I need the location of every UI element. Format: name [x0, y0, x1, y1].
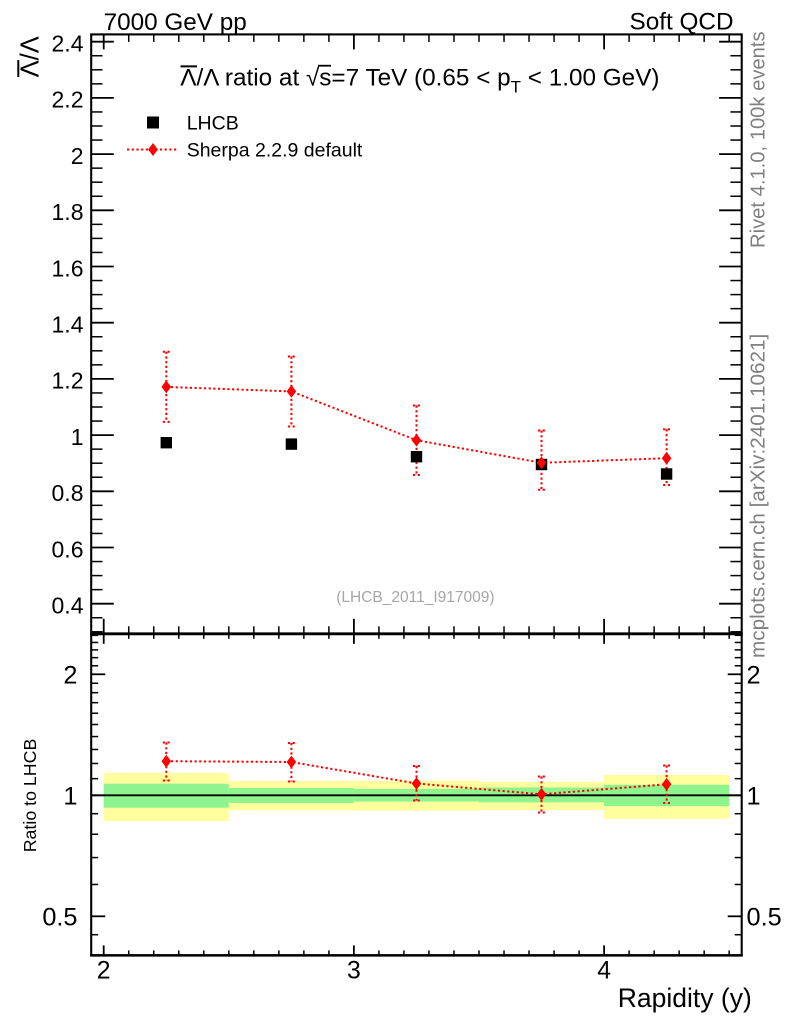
svg-text:0.4: 0.4	[52, 593, 84, 619]
svg-text:0.5: 0.5	[42, 904, 77, 932]
svg-text:2: 2	[71, 143, 84, 169]
svg-text:1.2: 1.2	[52, 368, 84, 394]
svg-text:0.5: 0.5	[747, 904, 782, 932]
svg-text:Soft QCD: Soft QCD	[630, 9, 734, 36]
svg-text:Sherpa 2.2.9 default: Sherpa 2.2.9 default	[187, 139, 363, 161]
svg-text:mcplots.cern.ch [arXiv:2401.10: mcplots.cern.ch [arXiv:2401.10621]	[746, 334, 769, 658]
svg-text:3: 3	[347, 957, 361, 984]
svg-text:2.2: 2.2	[52, 87, 84, 113]
svg-text:1: 1	[71, 424, 84, 450]
svg-text:0.6: 0.6	[52, 536, 84, 562]
svg-text:LHCB: LHCB	[187, 113, 239, 135]
svg-text:1.8: 1.8	[52, 199, 84, 225]
svg-text:0.8: 0.8	[52, 480, 84, 506]
svg-text:2.4: 2.4	[52, 31, 84, 57]
svg-text:1.6: 1.6	[52, 255, 84, 281]
svg-text:Λ/Λ: Λ/Λ	[17, 36, 45, 77]
svg-text:Λ/Λ ratio at √s=7 TeV (0.65 <: Λ/Λ ratio at √s=7 TeV (0.65 < pT < 1.00 …	[180, 65, 659, 97]
svg-text:Rapidity (y): Rapidity (y)	[618, 983, 752, 1013]
svg-text:(LHCB_2011_I917009): (LHCB_2011_I917009)	[336, 589, 494, 606]
svg-text:2: 2	[97, 957, 111, 984]
svg-text:4: 4	[597, 957, 611, 984]
svg-text:1: 1	[63, 783, 77, 811]
svg-text:2: 2	[747, 662, 761, 690]
svg-text:1: 1	[747, 783, 761, 811]
svg-text:7000 GeV pp: 7000 GeV pp	[104, 9, 247, 36]
svg-text:Ratio to LHCB: Ratio to LHCB	[20, 739, 40, 853]
svg-text:Rivet 4.1.0, 100k events: Rivet 4.1.0, 100k events	[747, 31, 769, 248]
svg-text:1.4: 1.4	[52, 312, 84, 338]
svg-text:2: 2	[63, 662, 77, 690]
